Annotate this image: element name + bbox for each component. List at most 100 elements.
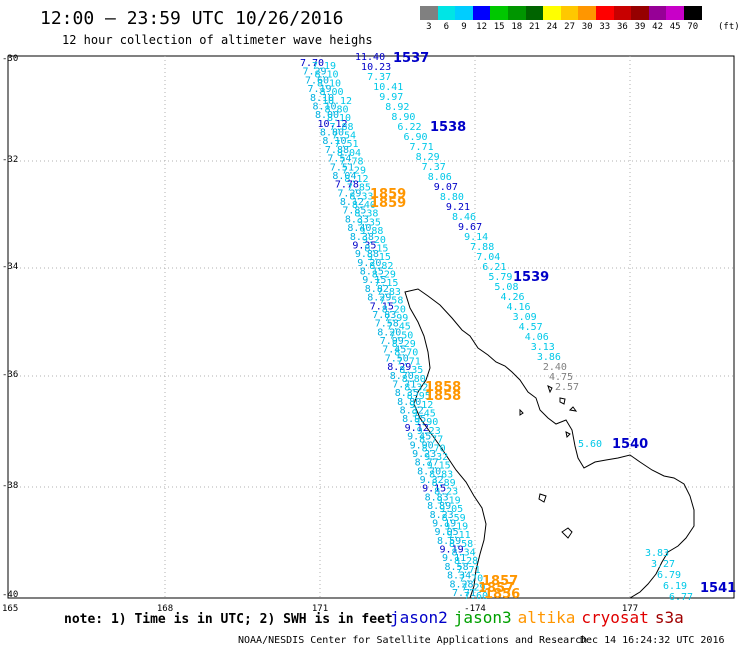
swh-value: 7.85	[347, 183, 371, 194]
swh-value: 7.71	[410, 142, 434, 153]
lon-label-168: 168	[156, 604, 174, 614]
color-swatch-3	[420, 6, 438, 20]
color-scale-bar	[420, 6, 702, 20]
lat-label-40: -40	[2, 590, 19, 600]
swh-value: 8.29	[367, 293, 391, 304]
lat-label-34: -34	[2, 262, 19, 272]
satellite-legend: jason2 jason3 altika cryosat s3a	[390, 608, 690, 627]
pass-label-1540: 1540	[612, 437, 648, 452]
swh-value: 9.15	[427, 461, 451, 472]
swh-value: 6.77	[669, 592, 693, 603]
pass-label-1859: 1859	[370, 187, 406, 202]
swh-value: 8.32	[404, 382, 428, 393]
swh-value: 6.22	[397, 122, 421, 133]
swh-value: 8.29	[372, 270, 396, 281]
swh-value: 8.82	[365, 284, 389, 295]
credit-line: NOAA/NESDIS Center for Satellite Applica…	[238, 635, 588, 646]
swh-value: 9.45	[412, 409, 436, 420]
swh-value: 7.29	[302, 67, 326, 78]
lat-label-32: -32	[2, 155, 19, 165]
swh-value: 3.86	[537, 352, 561, 363]
swh-value: 9.21	[446, 202, 470, 213]
swh-value: 9.15	[422, 484, 446, 495]
swh-value: 9.14	[464, 232, 488, 243]
swh-value: 9.67	[458, 222, 482, 233]
swh-value: 7.88	[325, 145, 349, 156]
swh-value: 9.20	[362, 235, 386, 246]
color-swatch-70	[683, 6, 702, 20]
track-labels-layer: 7.707.197.298.107.608.107.198.008.1010.1…	[300, 51, 736, 603]
swh-value: 8.15	[360, 267, 384, 278]
units-note: note: 1) Time is in UTC; 2) SWH is in fe…	[64, 612, 393, 627]
swh-value: 9.19	[444, 521, 468, 532]
graticule	[8, 56, 734, 598]
pass-label-1857: 1857	[478, 581, 514, 596]
generation-timestamp: Dec 14 16:24:32 UTC 2016	[580, 635, 725, 646]
legend-s3a: s3a	[654, 608, 684, 627]
legend-altika: altika	[517, 608, 576, 627]
page-title: 12:00 — 23:59 UTC 10/26/2016	[40, 8, 344, 29]
swh-value: 9.20	[357, 258, 381, 269]
swh-value: 8.95	[407, 391, 431, 402]
color-swatch-30	[578, 6, 596, 20]
color-scale-label: 30	[581, 22, 593, 32]
swh-value: 8.83	[429, 469, 453, 480]
color-swatch-24	[543, 6, 561, 20]
swh-value: 4.75	[549, 372, 573, 383]
color-scale-label: 70	[687, 22, 699, 32]
swh-value: 8.95	[402, 414, 426, 425]
page-subtitle: 12 hour collection of altimeter wave hei…	[62, 33, 373, 47]
swh-value: 7.60	[464, 591, 488, 602]
swh-value: 2.40	[543, 362, 567, 373]
swh-value: 8.33	[345, 214, 369, 225]
color-swatch-36	[613, 6, 632, 20]
swh-value: 8.58	[445, 562, 469, 573]
swh-value: 7.71	[457, 565, 481, 576]
lat-label-36: -36	[2, 370, 19, 380]
color-swatch-12	[472, 6, 491, 20]
swh-value: 8.89	[427, 501, 451, 512]
swh-value: 8.77	[419, 435, 443, 446]
swh-value: 4.06	[525, 332, 549, 343]
swh-value: 9.12	[409, 400, 433, 411]
color-scale-label: 18	[511, 22, 523, 32]
swh-value: 8.28	[450, 579, 474, 590]
swh-value: 8.29	[416, 152, 440, 163]
swh-value: 7.88	[329, 122, 353, 133]
swh-value: 7.29	[462, 582, 486, 593]
color-scale-label: 6	[443, 22, 450, 32]
swh-value: 8.04	[332, 171, 356, 182]
lon-label-165: 165	[2, 604, 19, 614]
swh-value: 5.79	[488, 272, 512, 283]
swh-value: 3.83	[645, 548, 669, 559]
swh-value: 8.83	[425, 492, 449, 503]
swh-value: 7.29	[337, 188, 361, 199]
pass-label-1859: 1859	[370, 196, 406, 211]
swh-value: 8.70	[422, 443, 446, 454]
swh-value: 7.51	[330, 162, 354, 173]
lon-label-171: 171	[311, 604, 329, 614]
lat-label-38: -38	[2, 481, 19, 491]
swh-value: 8.29	[392, 339, 416, 350]
swh-value: 7.45	[382, 345, 406, 356]
swh-value: 9.23	[412, 449, 436, 460]
swh-value: 7.85	[342, 206, 366, 217]
swh-value: 8.40	[352, 200, 376, 211]
swh-value: 2.57	[555, 382, 579, 393]
swh-value: 8.58	[449, 539, 473, 550]
swh-value: 7.29	[342, 165, 366, 176]
swh-value: 9.32	[420, 475, 444, 486]
swh-value: 8.10	[327, 113, 351, 124]
swh-value: 8.06	[428, 172, 452, 183]
color-scale-label: 33	[599, 22, 611, 32]
swh-value: 6.19	[663, 581, 687, 592]
color-scale-label: 42	[652, 22, 664, 32]
legend-jason3: jason3	[453, 608, 512, 627]
lon-label-177: 177	[621, 604, 639, 614]
swh-value: 7.37	[367, 72, 391, 83]
swh-value: 9.32	[424, 452, 448, 463]
legend-jason2: jason2	[390, 608, 448, 627]
swh-value: 8.70	[394, 348, 418, 359]
swh-value: 7.50	[389, 330, 413, 341]
swh-value: 9.15	[362, 275, 386, 286]
